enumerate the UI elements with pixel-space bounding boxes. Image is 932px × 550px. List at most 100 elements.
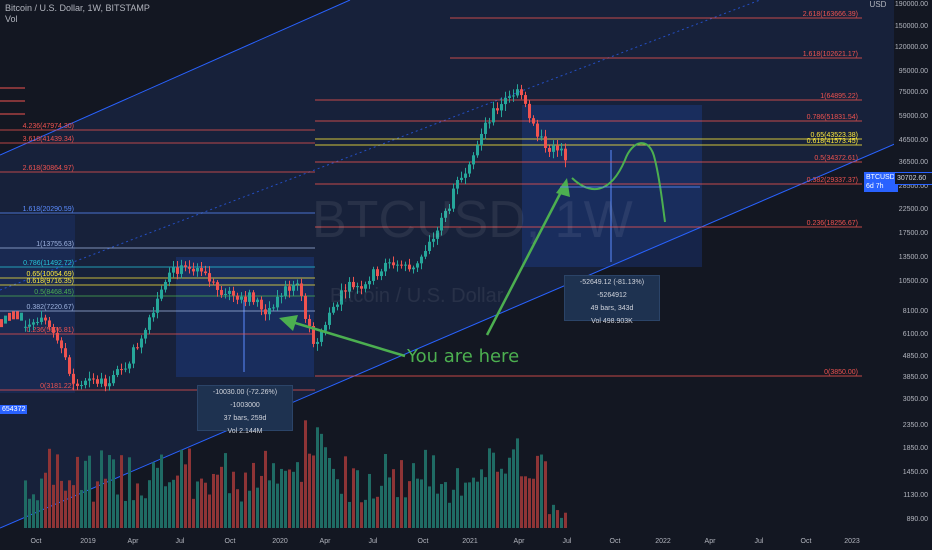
volume-bar (152, 462, 155, 528)
candle (528, 103, 531, 119)
candle (456, 179, 459, 189)
candle (344, 290, 347, 292)
volume-bar (388, 477, 391, 528)
price-axis-label: 13500.00 (899, 254, 928, 261)
volume-bar (356, 470, 359, 528)
candle (524, 95, 527, 104)
candle (32, 322, 35, 325)
volume-bar (244, 472, 247, 528)
volume-bar (528, 478, 531, 528)
candle (132, 347, 135, 364)
volume-bar (344, 456, 347, 528)
candle (144, 329, 147, 339)
volume-bar (320, 433, 323, 528)
volume-bar (164, 486, 167, 528)
volume-bar (564, 512, 567, 528)
candle (236, 295, 239, 300)
arrow-left-head (279, 315, 298, 331)
candle (424, 250, 427, 257)
volume-bar (552, 504, 555, 528)
candle (352, 281, 355, 288)
fib-left-label: 1.618(20290.59) (23, 206, 74, 213)
price-axis-label: 46500.00 (899, 137, 928, 144)
volume-bar (52, 484, 55, 528)
candle (288, 286, 291, 291)
volume-bar (392, 469, 395, 528)
volume-bar (124, 500, 127, 528)
volume-bar (28, 498, 31, 528)
volume-bar (240, 501, 243, 528)
fib-right-label: 0.65(43523.38) (811, 132, 858, 139)
volume-bar (96, 481, 99, 528)
volume-bar (456, 468, 459, 528)
fib-left-label: 1(13755.63) (36, 241, 74, 248)
candle (296, 283, 299, 285)
volume-bar (448, 502, 451, 528)
candle (264, 309, 267, 315)
fib-right-label: 2.618(163666.39) (803, 11, 858, 18)
volume-bar (544, 461, 547, 528)
candle (252, 292, 255, 303)
candle (444, 210, 447, 218)
price-tag-countdown: 6d 7h (866, 183, 884, 190)
volume-bar (132, 500, 135, 528)
volume-bar (336, 479, 339, 528)
candle (216, 282, 219, 290)
volume-bar (368, 473, 371, 528)
candle (104, 378, 107, 387)
candle (40, 317, 43, 322)
candle (548, 147, 551, 152)
chart-title: Bitcoin / U.S. Dollar, 1W, BITSTAMP (5, 3, 150, 13)
candle (388, 262, 391, 264)
candle (508, 96, 511, 98)
candle (356, 286, 359, 288)
measure-box-2021: -52649.12 (-81.13%) -5264912 49 bars, 34… (564, 275, 660, 325)
arrow-right-shaft (485, 189, 564, 336)
volume-bar (32, 494, 35, 528)
currency-label: USD (869, 0, 887, 9)
volume-bar (188, 448, 191, 528)
candle (76, 383, 79, 386)
volume-bar (548, 514, 551, 528)
candle (520, 89, 523, 96)
fib-right-label: 1(64895.22) (820, 93, 858, 100)
candle (324, 324, 327, 331)
fib-left-label: 4.236(47974.30) (23, 123, 74, 130)
measure-box-line2: 37 bars, 259d (223, 415, 267, 422)
candle (328, 312, 331, 325)
candle (80, 385, 83, 387)
candle (400, 264, 403, 266)
candle (448, 208, 451, 211)
volume-bar (304, 420, 307, 528)
volume-bar (316, 427, 319, 528)
volume-bar (228, 493, 231, 528)
price-axis-label: 1850.00 (903, 445, 928, 452)
volume-bar (160, 454, 163, 528)
candle (500, 104, 503, 111)
volume-bar (500, 468, 503, 528)
candle (196, 267, 199, 272)
volume-bar (452, 489, 455, 528)
volume-bar (36, 500, 39, 528)
volume-bar (212, 473, 215, 528)
volume-bar (112, 459, 115, 528)
candle (20, 312, 23, 321)
candle (88, 378, 91, 381)
candle (248, 292, 251, 302)
candle (120, 369, 123, 371)
price-axis-label: 22500.00 (899, 206, 928, 213)
candle (556, 145, 559, 151)
fib-right-label: 0.5(34372.61) (814, 155, 858, 162)
measure-box-line1: -52649.12 (-81.13%) -5264912 (579, 279, 645, 299)
time-axis-label: Apr (514, 538, 526, 545)
volume-bar (464, 482, 467, 528)
volume-bar (560, 517, 563, 528)
candle (308, 318, 311, 326)
candle (512, 95, 515, 97)
time-axis-label: Apr (128, 538, 140, 545)
candle (60, 340, 63, 349)
candle (452, 188, 455, 209)
volume-bar (56, 454, 59, 528)
